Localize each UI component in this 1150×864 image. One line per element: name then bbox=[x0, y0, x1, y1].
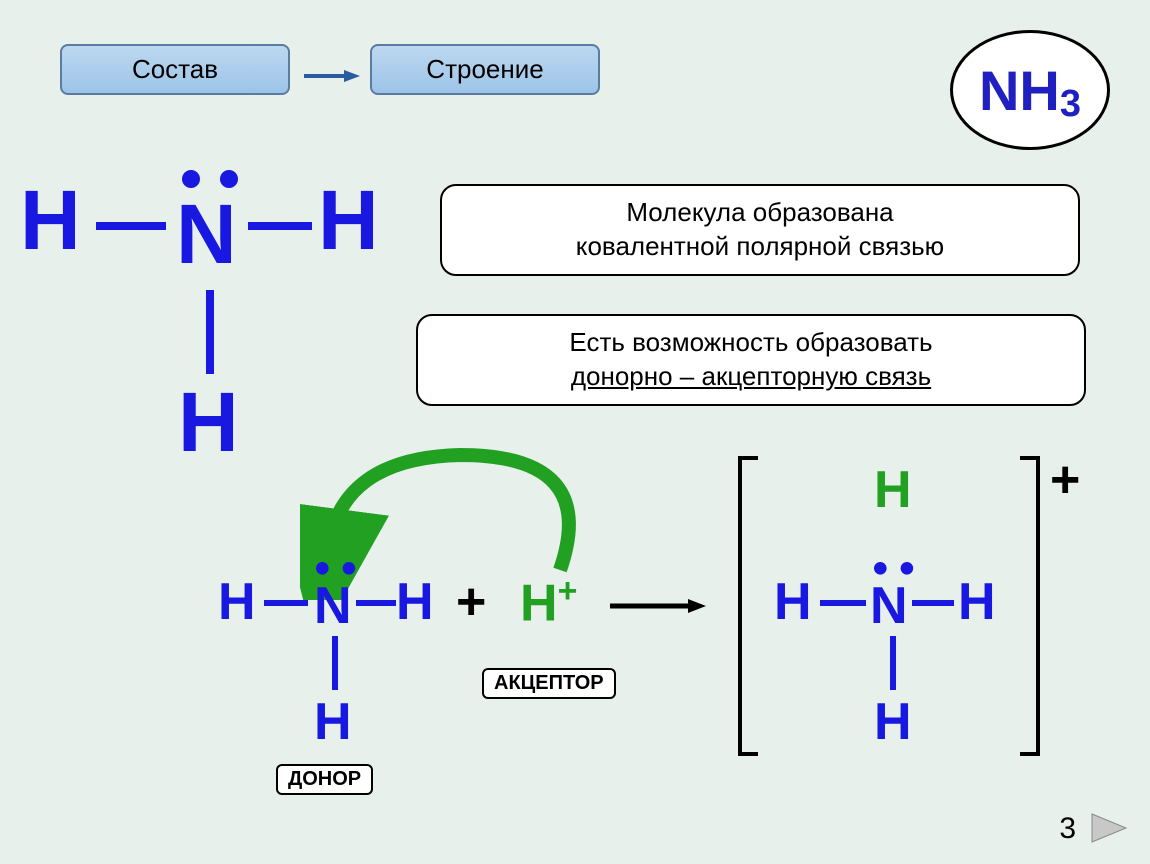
atom-H-donor-bottom: H bbox=[314, 692, 352, 752]
bond-top-left bbox=[96, 222, 166, 230]
atom-H-product-top: H bbox=[874, 460, 912, 520]
bond-top-down bbox=[206, 290, 214, 374]
atom-N-product: N bbox=[870, 576, 908, 636]
next-button[interactable] bbox=[1088, 810, 1130, 846]
tab-composition[interactable]: Состав bbox=[60, 44, 290, 95]
formula-sub: 3 bbox=[1060, 83, 1081, 126]
reaction-arrow bbox=[610, 596, 710, 616]
atom-H-product-right: H bbox=[958, 572, 996, 632]
arrow-between-tabs bbox=[304, 68, 360, 84]
atom-H-product-bottom: H bbox=[874, 692, 912, 752]
bracket-right bbox=[1020, 456, 1040, 756]
lone-pair-product bbox=[874, 562, 913, 576]
label-acceptor: АКЦЕПТОР bbox=[482, 668, 616, 699]
bracket-left bbox=[738, 456, 758, 756]
atom-N-top: N bbox=[176, 186, 237, 283]
tab-composition-label: Состав bbox=[132, 54, 218, 84]
bond-product-right bbox=[912, 600, 954, 606]
acceptor-H: H+ bbox=[520, 572, 577, 633]
atom-N-donor: N bbox=[314, 576, 352, 636]
tab-structure[interactable]: Строение bbox=[370, 44, 600, 95]
bond-donor-down bbox=[332, 636, 338, 690]
bond-donor-right bbox=[356, 600, 396, 606]
atom-H-donor-right: H bbox=[396, 572, 434, 632]
page-number: 3 bbox=[1059, 812, 1076, 846]
atom-H-donor-left: H bbox=[218, 572, 256, 632]
info-donor-acceptor: Есть возможность образовать донорно – ак… bbox=[416, 314, 1086, 406]
bond-product-left bbox=[820, 600, 866, 606]
bond-top-right bbox=[248, 222, 312, 230]
bond-donor-left bbox=[264, 600, 308, 606]
info-covalent-line1: Молекула образована bbox=[466, 196, 1054, 230]
info-covalent-line2: ковалентной полярной связью bbox=[466, 230, 1054, 264]
atom-H-top-left: H bbox=[20, 172, 81, 269]
info-da-line1: Есть возможность образовать bbox=[442, 326, 1060, 360]
product-charge: + bbox=[1050, 450, 1080, 510]
atom-H-top-bottom: H bbox=[178, 374, 239, 471]
atom-H-top-right: H bbox=[318, 172, 379, 269]
info-da-line2: донорно – акцепторную связь bbox=[442, 360, 1060, 394]
curved-arrow bbox=[300, 440, 680, 600]
reaction-plus: + bbox=[456, 572, 486, 632]
formula-badge: NH 3 bbox=[950, 30, 1110, 150]
atom-H-product-left: H bbox=[774, 572, 812, 632]
bond-product-down bbox=[890, 636, 896, 690]
tab-structure-label: Строение bbox=[426, 54, 543, 84]
info-covalent: Молекула образована ковалентной полярной… bbox=[440, 184, 1080, 276]
label-donor: ДОНОР bbox=[276, 764, 373, 795]
formula-main: NH bbox=[979, 58, 1060, 123]
lone-pair-donor bbox=[316, 562, 355, 576]
